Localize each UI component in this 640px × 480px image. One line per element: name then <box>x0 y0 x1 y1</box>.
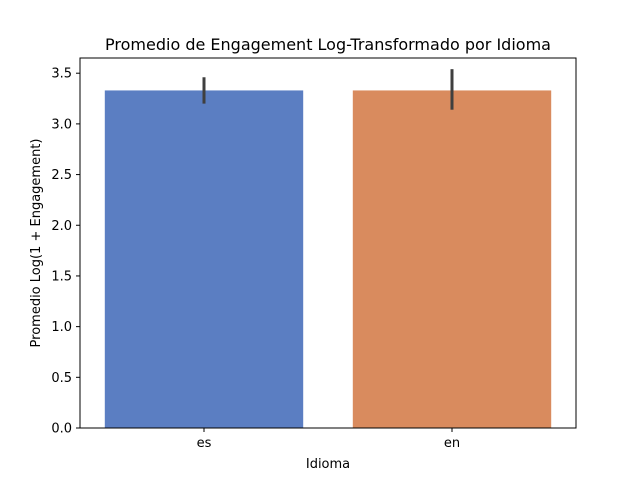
y-tick-label: 3.0 <box>51 117 72 132</box>
y-tick-label: 2.5 <box>51 168 72 183</box>
y-axis: 0.0 0.5 1.0 1.5 2.0 2.5 3.0 3.5 <box>51 67 80 437</box>
y-tick-label: 0.0 <box>51 422 72 437</box>
x-tick-label-en: en <box>444 436 460 451</box>
bar-en <box>352 90 552 428</box>
plot-frame <box>79 57 577 429</box>
x-axis: es en <box>197 428 460 451</box>
x-tick-label-es: es <box>197 436 212 451</box>
y-tick-label: 3.5 <box>51 67 72 82</box>
chart-title: Promedio de Engagement Log-Transformado … <box>105 35 551 54</box>
x-axis-label: Idioma <box>306 457 350 472</box>
bars-layer <box>104 90 552 428</box>
y-axis-label: Promedio Log(1 + Engagement) <box>29 139 44 348</box>
y-tick-label: 1.0 <box>51 320 72 335</box>
error-bars-layer <box>202 69 454 110</box>
bar-es <box>104 90 304 428</box>
y-tick-label: 2.0 <box>51 219 72 234</box>
y-tick-label: 0.5 <box>51 371 72 386</box>
y-tick-label: 1.5 <box>51 269 72 284</box>
